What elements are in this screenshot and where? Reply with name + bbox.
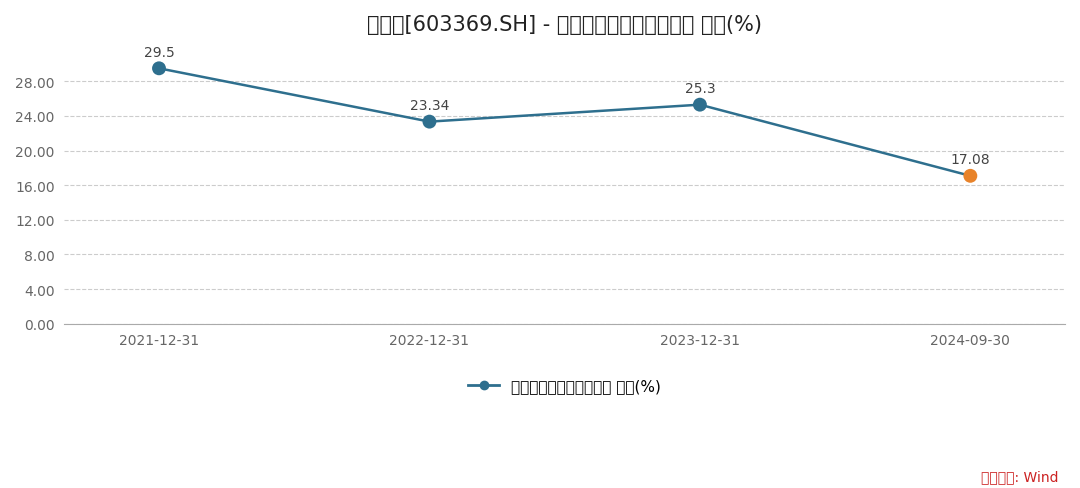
Text: 23.34: 23.34 bbox=[409, 99, 449, 113]
Text: 25.3: 25.3 bbox=[685, 82, 715, 96]
Point bbox=[691, 102, 708, 109]
Point bbox=[961, 173, 978, 181]
Text: 17.08: 17.08 bbox=[950, 153, 990, 167]
Text: 29.5: 29.5 bbox=[144, 46, 174, 60]
Legend: 归属母公司股东的净利润 同比(%): 归属母公司股东的净利润 同比(%) bbox=[462, 372, 667, 399]
Point bbox=[150, 65, 167, 73]
Title: 今世缘[603369.SH] - 归属母公司股东的净利润 同比(%): 今世缘[603369.SH] - 归属母公司股东的净利润 同比(%) bbox=[367, 15, 762, 35]
Point bbox=[421, 119, 438, 126]
Text: 数据来源: Wind: 数据来源: Wind bbox=[981, 469, 1058, 483]
